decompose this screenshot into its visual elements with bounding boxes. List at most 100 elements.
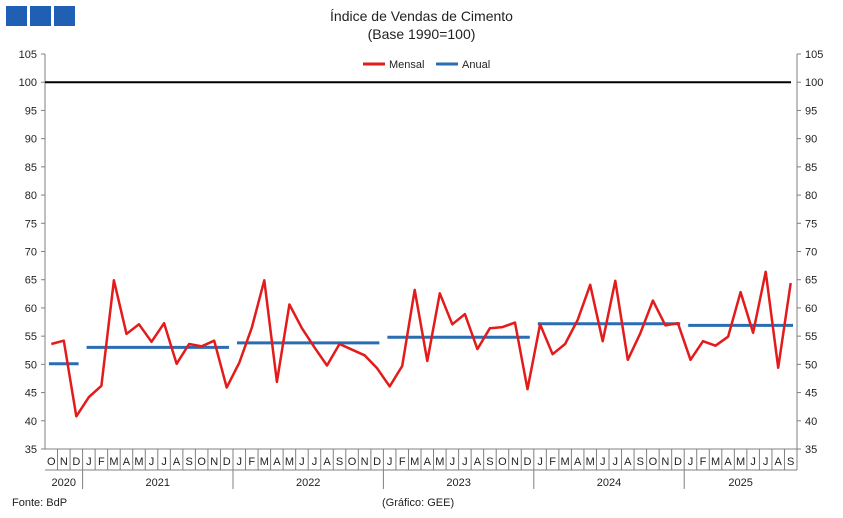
month-label: J [462, 456, 468, 468]
logo-block [54, 6, 75, 26]
y-tick-label-left: 35 [25, 444, 37, 456]
month-label: A [173, 456, 181, 468]
month-label: M [285, 456, 294, 468]
y-tick-label-right: 90 [805, 134, 817, 146]
y-tick-label-right: 80 [805, 190, 817, 202]
source-note: Fonte: BdP [12, 497, 68, 509]
y-tick-label-right: 65 [805, 275, 817, 287]
credit-note: (Gráfico: GEE) [382, 497, 455, 509]
month-label: S [185, 456, 192, 468]
month-label: M [561, 456, 570, 468]
month-label: M [260, 456, 269, 468]
month-label: J [600, 456, 606, 468]
y-tick-label-left: 70 [25, 247, 37, 259]
month-label: D [373, 456, 381, 468]
month-label: J [161, 456, 167, 468]
year-label: 2024 [597, 477, 621, 489]
month-label: O [649, 456, 658, 468]
logo-block [6, 6, 27, 26]
month-label: S [486, 456, 493, 468]
month-label: N [361, 456, 369, 468]
y-tick-label-right: 45 [805, 388, 817, 400]
month-label: D [72, 456, 80, 468]
month-label: J [387, 456, 393, 468]
y-tick-label-left: 105 [19, 49, 37, 61]
month-label: D [674, 456, 682, 468]
chart-title: Índice de Vendas de Cimento [330, 8, 513, 24]
y-tick-label-right: 75 [805, 218, 817, 230]
month-label: A [574, 456, 582, 468]
month-label: J [237, 456, 243, 468]
month-label: A [273, 456, 281, 468]
y-tick-label-left: 60 [25, 303, 37, 315]
y-ticks: 35 35 40 40 45 45 50 50 55 55 60 60 65 65 70 70 75 75 80 80… [19, 49, 824, 456]
mensal-line [50, 270, 792, 418]
chart-subtitle: (Base 1990=100) [367, 26, 476, 42]
month-label: O [348, 456, 357, 468]
y-tick-label-right: 55 [805, 331, 817, 343]
month-label: M [711, 456, 720, 468]
y-tick-label-left: 100 [19, 77, 37, 89]
month-label: F [248, 456, 255, 468]
month-label: M [586, 456, 595, 468]
month-label: A [775, 456, 783, 468]
y-tick-label-left: 50 [25, 359, 37, 371]
y-tick-label-left: 40 [25, 416, 37, 428]
month-label: O [498, 456, 507, 468]
y-tick-label-left: 45 [25, 388, 37, 400]
month-label: A [474, 456, 482, 468]
y-tick-label-right: 100 [805, 77, 823, 89]
month-label: A [724, 456, 732, 468]
month-label: M [435, 456, 444, 468]
month-label: M [410, 456, 419, 468]
month-label: N [661, 456, 669, 468]
month-label: J [613, 456, 619, 468]
y-tick-label-left: 65 [25, 275, 37, 287]
y-tick-label-right: 35 [805, 444, 817, 456]
month-label: J [86, 456, 92, 468]
y-tick-label-right: 50 [805, 359, 817, 371]
legend-mensal-label: Mensal [389, 59, 424, 71]
y-tick-label-right: 60 [805, 303, 817, 315]
month-label: N [60, 456, 68, 468]
month-label: M [109, 456, 118, 468]
month-label: S [637, 456, 644, 468]
y-tick-label-right: 70 [805, 247, 817, 259]
month-label: J [149, 456, 155, 468]
year-label: 2020 [52, 477, 76, 489]
month-label: D [223, 456, 231, 468]
y-tick-label-left: 55 [25, 331, 37, 343]
y-tick-label-right: 105 [805, 49, 823, 61]
month-label: J [537, 456, 543, 468]
plot-series [45, 81, 793, 418]
month-label: O [197, 456, 206, 468]
year-label: 2025 [728, 477, 752, 489]
month-label: F [399, 456, 406, 468]
y-tick-label-left: 90 [25, 134, 37, 146]
legend-anual-label: Anual [462, 59, 490, 71]
month-label: J [299, 456, 305, 468]
month-label: F [700, 456, 707, 468]
y-tick-label-left: 80 [25, 190, 37, 202]
y-tick-label-right: 40 [805, 416, 817, 428]
year-label: 2022 [296, 477, 320, 489]
legend: Mensal Anual [363, 59, 490, 71]
month-label: A [624, 456, 632, 468]
month-label: N [511, 456, 519, 468]
month-label: J [688, 456, 694, 468]
y-tick-label-right: 85 [805, 162, 817, 174]
month-label: J [450, 456, 456, 468]
month-label: A [123, 456, 131, 468]
month-label: N [210, 456, 218, 468]
y-tick-label-right: 95 [805, 105, 817, 117]
month-label: J [750, 456, 756, 468]
year-label: 2023 [446, 477, 470, 489]
month-label: J [312, 456, 318, 468]
y-tick-label-left: 95 [25, 105, 37, 117]
month-label: S [336, 456, 343, 468]
month-label: M [134, 456, 143, 468]
month-label: S [787, 456, 794, 468]
month-label: A [424, 456, 432, 468]
